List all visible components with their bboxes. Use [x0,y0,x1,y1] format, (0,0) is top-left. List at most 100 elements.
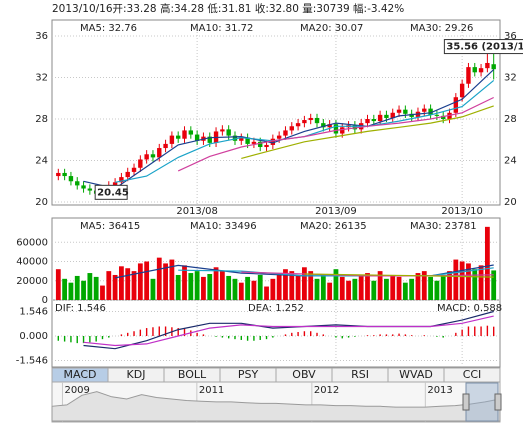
y-tick-label: 0 [42,295,48,306]
navigator-year: 2009 [64,385,89,396]
candle-body [81,185,86,189]
ma-line [178,267,494,277]
volume-bar [466,263,471,300]
candle-body [390,112,395,118]
candle-body [245,137,250,144]
candle-body [220,129,225,132]
y-tick-label: 36 [35,31,48,42]
candle-body [403,109,408,114]
volume-bar [415,273,421,300]
candle-body [327,124,332,128]
candle-body [75,181,80,186]
volume-bar [74,275,80,300]
candle-body [447,112,452,119]
ma-line [177,96,494,172]
volume-bar [377,271,383,300]
candle-body [371,119,377,122]
y-tick-label-right: 28 [504,114,517,125]
volume-bar [365,273,370,300]
tab-label[interactable]: KDJ [127,368,146,381]
tab-label[interactable]: BOLL [178,368,207,381]
y-tick-label-right: 36 [504,31,517,42]
candle-body [365,119,370,124]
candle-body [314,117,320,124]
candle-body [453,97,459,113]
candle-body [62,172,67,177]
candle-body [422,108,427,112]
y-tick-label-right: 20 [504,197,517,208]
candle-body [175,135,181,139]
candle-body [276,135,282,139]
volume-bar [484,226,490,300]
tab-label[interactable]: RSI [351,368,369,381]
volume-bar [301,267,307,300]
navigator-handle-right[interactable] [494,393,502,411]
volume-bar [213,267,219,300]
volume-bar [440,274,446,300]
candle-body [340,127,345,134]
y-tick-label: 32 [35,73,48,84]
volume-bar [409,278,415,300]
navigator-year: 2013 [427,385,452,396]
volume-bar [106,271,112,300]
volume-bar [491,270,497,300]
macd-panel-frame [51,299,501,368]
volume-bar [119,266,124,300]
tab-label[interactable]: CCI [463,368,482,381]
volume-bar [150,278,156,300]
volume-bar [434,280,440,300]
tab-label[interactable]: MACD [64,368,97,381]
volume-bar [81,280,86,300]
header-quote: 2013/10/16开:33.28 高:34.28 低:31.81 收:32.8… [52,2,404,15]
tab-label[interactable]: WVAD [399,368,433,381]
tab-label[interactable]: PSY [238,368,259,381]
y-tick-label: 40000 [16,257,48,268]
volume-bar [402,282,408,300]
candle-body [264,144,269,148]
volume-bar [384,278,389,300]
volume-bar [163,263,168,300]
candle-body [163,143,168,149]
y-tick-label-right: 24 [504,156,517,167]
volume-bar [264,286,269,300]
tab-label[interactable]: OBV [292,368,316,381]
y-tick-label: 24 [35,156,48,167]
ma-line [83,69,495,190]
candle-body [295,123,301,127]
volume-bar [245,276,251,300]
x-tick-label: 2013/09 [315,206,357,217]
navigator-window[interactable] [465,382,499,422]
candle-body [169,135,175,144]
legend-entry: DEA: 1.252 [248,303,304,314]
volume-bar [390,274,396,300]
candle-body [491,64,496,70]
candle-body [441,115,446,119]
tab[interactable] [443,367,501,383]
candle-body [150,154,156,158]
legend-entry: MA10: 33496 [190,221,257,232]
annotation-label: 35.56 (2013/10/1 [446,42,523,53]
candle-body [226,129,231,136]
volume-bar [289,271,295,300]
volume-bar [182,265,187,300]
legend-entry: MA20: 26135 [300,221,367,232]
volume-bar [194,271,200,300]
volume-bar [276,273,282,300]
volume-bar [295,274,301,300]
candle-body [144,154,149,160]
volume-bar [112,274,118,300]
legend-entry: MA20: 30.07 [300,23,363,34]
y-tick-label: 0.000 [19,331,48,342]
candle-body [283,130,288,136]
ma-line [241,105,494,159]
volume-bar [270,278,276,300]
volume-bar [352,278,358,300]
volume-bar [131,271,137,300]
candle-body [194,134,200,141]
volume-bar [472,269,478,300]
candle-body [409,113,414,117]
ma-line [304,273,494,278]
candle-body [138,159,143,168]
navigator-handle-left[interactable] [462,393,470,411]
